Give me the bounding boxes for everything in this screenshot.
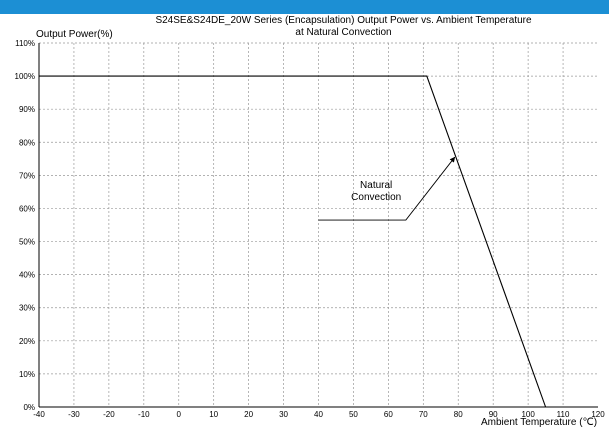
x-tick-label: 110: [557, 410, 570, 419]
annotation-label: Natural: [360, 180, 392, 191]
x-tick-label: 120: [591, 410, 605, 419]
x-tick-label: 90: [489, 410, 498, 419]
y-tick-label: 40%: [19, 271, 35, 280]
x-axis-label: Ambient Temperature (℃): [481, 417, 598, 428]
y-tick-label: 70%: [19, 171, 35, 180]
y-tick-label: 100%: [15, 72, 35, 81]
y-tick-label: 110%: [15, 39, 35, 48]
chart-title: S24SE&S24DE_20W Series (Encapsulation) O…: [155, 15, 532, 26]
y-tick-label: 90%: [19, 105, 35, 114]
annotation-leader-line: [318, 156, 456, 221]
y-tick-label: 60%: [19, 204, 35, 213]
tick-labels: -40 -30 -20 -10 0 10 20 30 40 50 60 70 80 90 100 110 120…: [15, 39, 606, 419]
y-tick-label: 20%: [19, 337, 35, 346]
grid: [39, 42, 598, 407]
x-tick-label: 30: [279, 410, 288, 419]
x-tick-label: 50: [349, 410, 358, 419]
header-banner: [0, 0, 609, 14]
y-tick-label: 0%: [23, 403, 35, 412]
chart-subtitle: at Natural Convection: [295, 27, 392, 38]
y-tick-label: 10%: [19, 370, 35, 379]
y-tick-label: 80%: [19, 138, 35, 147]
x-tick-label: 80: [454, 410, 463, 419]
x-tick-label: 40: [314, 410, 323, 419]
x-tick-label: 60: [384, 410, 393, 419]
x-tick-label: 0: [177, 410, 182, 419]
series-layer: [39, 75, 547, 408]
series-line: [39, 75, 547, 408]
axes: [38, 43, 598, 408]
annotation-label: Convection: [351, 192, 401, 203]
x-tick-label: -20: [103, 410, 115, 419]
y-tick-label: 30%: [19, 304, 35, 313]
x-tick-label: -30: [68, 410, 80, 419]
x-tick-label: 100: [521, 410, 535, 419]
x-tick-label: 20: [244, 410, 253, 419]
y-tick-label: 50%: [19, 238, 35, 247]
x-tick-label: 70: [419, 410, 428, 419]
x-tick-label: -40: [33, 410, 45, 419]
x-tick-label: 10: [209, 410, 218, 419]
y-axis-label: Output Power(%): [36, 29, 113, 40]
x-tick-label: -10: [138, 410, 150, 419]
